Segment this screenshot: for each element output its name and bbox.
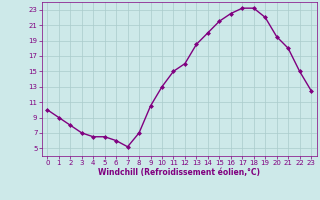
X-axis label: Windchill (Refroidissement éolien,°C): Windchill (Refroidissement éolien,°C) <box>98 168 260 177</box>
